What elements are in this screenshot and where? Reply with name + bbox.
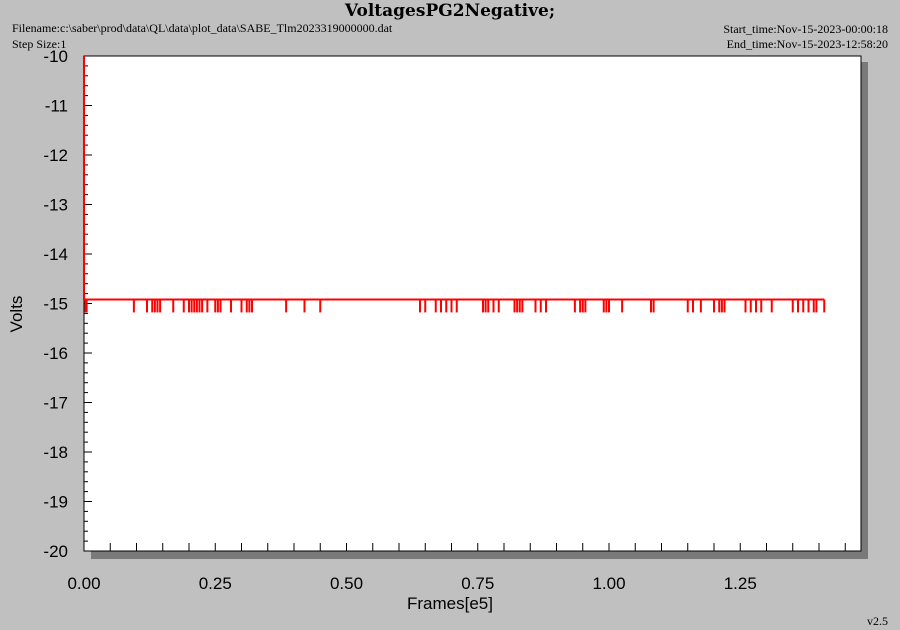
x-tick-label: 0.50 (330, 574, 363, 593)
end-time-label: End_time:Nov-15-2023-12:58:20 (726, 37, 888, 51)
y-tick-label: -11 (45, 97, 68, 116)
x-tick-label: 1.00 (592, 574, 625, 593)
x-axis: 0.00 0.25 0.50 0.75 1.00 1.25 (67, 543, 846, 593)
x-tick-label: 0.25 (199, 574, 232, 593)
y-tick-label: -20 (43, 542, 68, 561)
chart-title: VoltagesPG2Negative; (344, 1, 556, 21)
y-tick-label: -12 (43, 146, 68, 165)
x-axis-label: Frames[e5] (407, 594, 493, 613)
series-line (83, 56, 826, 313)
version-label: v2.5 (867, 614, 888, 628)
y-tick-label: -19 (43, 493, 68, 512)
x-tick-label: 0.75 (461, 574, 494, 593)
start-time-label: Start_time:Nov-15-2023-00:00:18 (723, 22, 888, 36)
y-tick-label: -13 (43, 196, 68, 215)
x-tick-label: 0.00 (67, 574, 100, 593)
y-tick-label: -15 (43, 295, 68, 314)
y-axis-label: Volts (7, 296, 26, 333)
plot-area (83, 55, 862, 552)
filename-label: Filename:c:\saber\prod\data\QL\data\plot… (12, 21, 393, 35)
y-tick-label: -10 (43, 47, 68, 66)
y-tick-label: -16 (43, 344, 68, 363)
y-tick-label: -18 (43, 443, 68, 462)
y-tick-label: -14 (43, 245, 68, 264)
y-axis: -10 -11 -12 -13 -14 -15 -16 -17 -18 -19 -20 (43, 47, 92, 561)
x-tick-label: 1.25 (724, 574, 757, 593)
step-size-label: Step Size:1 (12, 37, 67, 51)
y-tick-label: -17 (43, 394, 68, 413)
